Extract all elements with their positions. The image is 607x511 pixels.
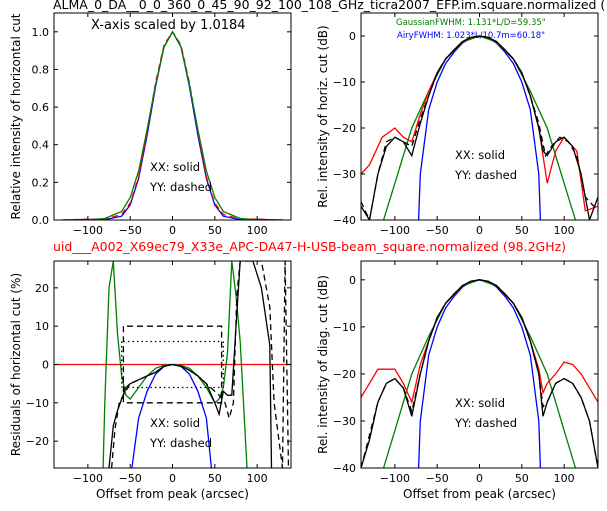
series-line-black-solid: [361, 35, 598, 220]
x-tick-label: 100: [247, 472, 268, 485]
y-axis-label: Residuals of horizontal cut (%): [9, 273, 23, 456]
x-tick-label: −50: [426, 472, 449, 485]
y-tick-label: 0.4: [32, 139, 50, 152]
legend-solid: XX: solid: [455, 148, 505, 162]
series-line-green-solid: [62, 30, 283, 220]
x-tick-label: 0: [169, 224, 176, 237]
x-axis-label: Offset from peak (arcsec): [403, 487, 556, 501]
y-axis-label: Rel. intensity of diag. cut (dB): [316, 275, 330, 454]
series-line-red-solid: [361, 35, 598, 212]
y-tick-label: −20: [333, 368, 356, 381]
series-group: [62, 30, 283, 220]
series-line-black-dashed: [361, 35, 598, 220]
y-tick-label: −10: [26, 397, 49, 410]
x-tick-label: 50: [515, 472, 529, 485]
y-tick-label: 0: [349, 274, 356, 287]
series-group: [361, 279, 598, 468]
y-tick-label: −30: [333, 168, 356, 181]
legend-solid: XX: solid: [150, 160, 200, 174]
middle-title: uid___A002_X69ec79_X33e_APC-DA47-H-USB-b…: [53, 239, 566, 254]
y-tick-label: 0.0: [32, 214, 50, 227]
x-tick-label: 100: [554, 472, 575, 485]
x-tick-label: −100: [73, 224, 103, 237]
series-line-green-solid: [382, 279, 577, 468]
series-group: [54, 261, 291, 468]
x-tick-label: 100: [247, 224, 268, 237]
y-tick-label: 0.8: [32, 63, 50, 76]
legend-dashed: YY: dashed: [149, 436, 212, 450]
x-tick-label: 0: [169, 472, 176, 485]
y-axis-label: Relative intensity of horizontal cut: [9, 13, 23, 219]
y-tick-label: −10: [333, 76, 356, 89]
y-axis-label: Rel. intensity of horiz. cut (dB): [316, 25, 330, 207]
y-tick-label: 20: [35, 282, 49, 295]
legend-dashed: YY: dashed: [454, 168, 517, 182]
airy-note: AiryFWHM: 1.023*L/10.7m=60.18": [397, 31, 545, 41]
series-line-blue-solid: [417, 35, 542, 220]
top-title: ALMA_0_DA__0_0_360_0_45_90_92_100_108_GH…: [53, 0, 605, 12]
series-line-blue-solid: [417, 279, 542, 468]
series-line-black-dashed: [361, 279, 598, 468]
y-tick-label: −30: [333, 415, 356, 428]
legend-solid: XX: solid: [150, 416, 200, 430]
x-tick-label: −50: [426, 224, 449, 237]
y-tick-label: −10: [333, 321, 356, 334]
series-line-green-solid: [382, 35, 577, 220]
plot-frame: [360, 12, 599, 221]
y-tick-label: −20: [26, 435, 49, 448]
x-tick-label: −50: [119, 224, 142, 237]
x-tick-label: 50: [208, 224, 222, 237]
y-tick-label: 0: [349, 30, 356, 43]
legend-dashed: YY: dashed: [454, 416, 517, 430]
y-tick-label: −40: [333, 462, 356, 475]
x-tick-label: 50: [208, 472, 222, 485]
series-line-black-dashed: [122, 325, 223, 404]
x-tick-label: 0: [476, 472, 483, 485]
gauss-note: GaussianFWHM: 1.131*L/D=59.35": [396, 18, 546, 28]
x-tick-label: 100: [554, 224, 575, 237]
x-tick-label: 50: [515, 224, 529, 237]
series-line-red-solid: [361, 279, 598, 405]
y-tick-label: 0.2: [32, 176, 50, 189]
series-group: [361, 35, 598, 220]
x-tick-label: 0: [476, 224, 483, 237]
y-tick-label: 1.0: [32, 26, 50, 39]
y-tick-label: −20: [333, 122, 356, 135]
y-tick-label: 0: [42, 359, 49, 372]
x-axis-label: Offset from peak (arcsec): [96, 487, 249, 501]
x-tick-label: −100: [380, 472, 410, 485]
y-tick-label: −40: [333, 214, 356, 227]
scale-note: X-axis scaled by 1.0184: [91, 18, 246, 33]
panel-top-left: −100 −50 0 50 100 0.0 0.2 0.4 0.6 0.8 1.0 Relative …: [9, 12, 292, 237]
x-tick-label: −50: [119, 472, 142, 485]
series-line-black-dashed: [110, 261, 290, 468]
series-line-black-solid: [361, 279, 598, 468]
x-tick-label: −100: [380, 224, 410, 237]
legend-dashed: YY: dashed: [149, 180, 212, 194]
legend-solid: XX: solid: [455, 396, 505, 410]
y-tick-label: 10: [35, 320, 49, 333]
y-tick-label: 0.6: [32, 101, 50, 114]
x-tick-label: −100: [73, 472, 103, 485]
